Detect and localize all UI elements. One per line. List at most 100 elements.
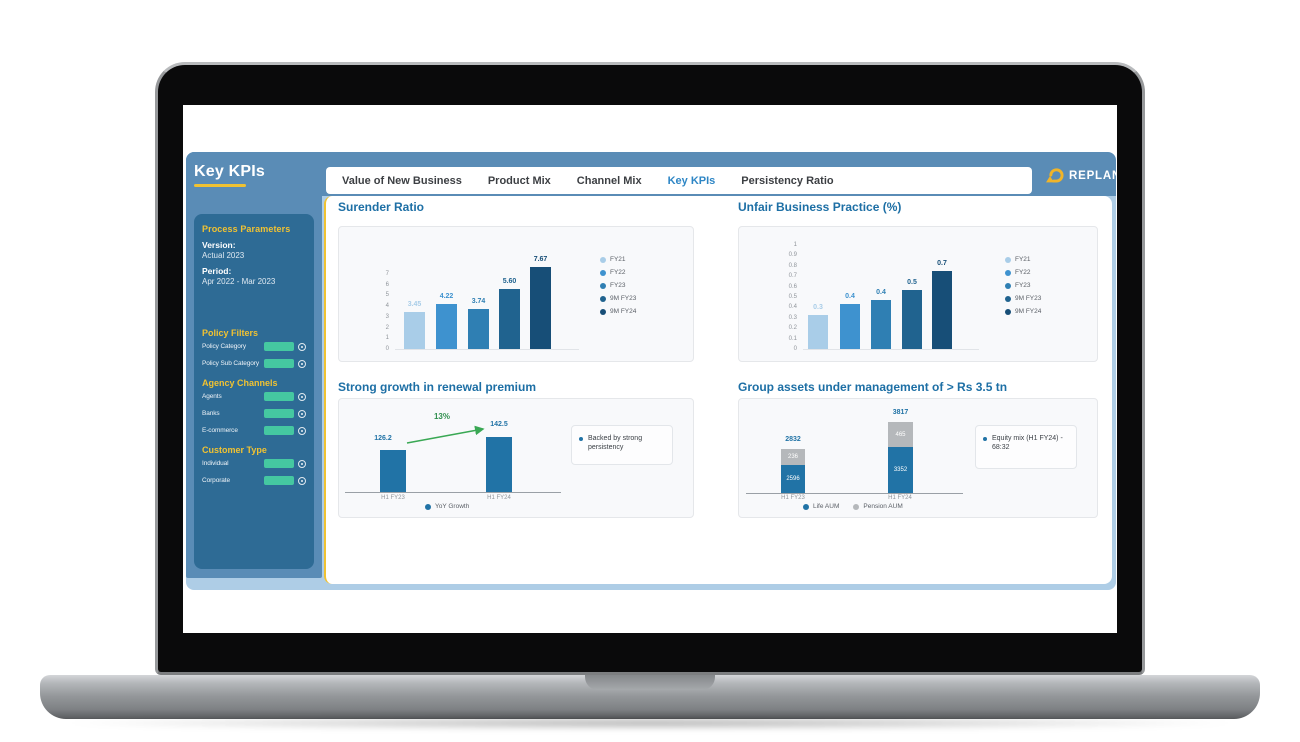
bar[interactable]: [468, 309, 489, 349]
bar[interactable]: [840, 304, 860, 349]
x-axis-line: [803, 349, 979, 350]
main-content-panel: Surender Ratio 7 6 5 4 3 2 1 0 3.45 4.22 3.74 5.60 7…: [324, 196, 1112, 584]
legend-item[interactable]: FY23: [600, 282, 626, 289]
legend-item[interactable]: FY22: [1005, 269, 1031, 276]
policy-filters-heading: Policy Filters: [202, 328, 259, 338]
legend-item[interactable]: 9M FY23: [600, 295, 636, 302]
legend-item[interactable]: FY21: [1005, 256, 1031, 263]
bar-segment-life-aum[interactable]: 2596: [781, 465, 805, 493]
callout-box: Backed by strong persistency: [571, 425, 673, 465]
bar[interactable]: [530, 267, 551, 349]
filter-row-corporate: Corporate: [202, 472, 306, 489]
y-tick-label: 0.2: [788, 325, 797, 332]
legend-dot: [1005, 308, 1011, 315]
y-tick-label: 5: [385, 292, 389, 299]
y-tick-label: 0.4: [788, 304, 797, 311]
replan-logo-icon: [1044, 166, 1064, 185]
legend-dot: [600, 308, 606, 315]
legend-item[interactable]: YoY Growth: [425, 503, 469, 510]
y-tick-label: 0.1: [788, 335, 797, 342]
nav-item-product-mix[interactable]: Product Mix: [487, 174, 551, 187]
bar-value-label: 0.4: [876, 289, 886, 296]
bar[interactable]: [932, 271, 952, 349]
filter-row-agents: Agents: [202, 388, 306, 405]
filter-label: Policy Sub Category: [202, 360, 259, 367]
filter-slider[interactable]: [264, 359, 294, 368]
agency-channels-heading: Agency Channels: [202, 378, 278, 388]
filter-slider[interactable]: [264, 409, 294, 418]
bar-segment-life-aum[interactable]: 3352: [888, 447, 913, 493]
surrender-ratio-title: Surender Ratio: [338, 200, 425, 214]
filter-row-policy-category: Policy Category: [202, 338, 306, 355]
reset-icon[interactable]: [298, 426, 306, 435]
filter-slider[interactable]: [264, 459, 294, 468]
y-tick-label: 1: [793, 242, 797, 248]
callout-bullet: [983, 437, 987, 441]
legend-item[interactable]: Pension AUM: [853, 503, 903, 510]
nav-item-value-of-new-business[interactable]: Value of New Business: [342, 174, 462, 187]
nav-item-persistency-ratio[interactable]: Persistency Ratio: [741, 174, 834, 187]
bar-value-label: 0.3: [813, 304, 823, 311]
nav-item-channel-mix[interactable]: Channel Mix: [576, 174, 642, 187]
page-title: Key KPIs: [194, 163, 265, 187]
bar[interactable]: [871, 300, 891, 349]
y-tick-label: 0.3: [788, 314, 797, 321]
legend-label: FY21: [1015, 256, 1031, 263]
title-underline: [194, 184, 246, 187]
bar[interactable]: [436, 304, 457, 349]
reset-icon[interactable]: [298, 342, 306, 351]
y-tick-label: 0.9: [788, 252, 797, 259]
unfair-business-practice-title: Unfair Business Practice (%): [738, 200, 902, 214]
filter-slider[interactable]: [264, 426, 294, 435]
legend-item[interactable]: FY23: [1005, 282, 1031, 289]
legend-item[interactable]: FY22: [600, 269, 626, 276]
filter-slider[interactable]: [264, 342, 294, 351]
bar[interactable]: [808, 315, 828, 349]
x-tick-label: H1 FY24: [487, 495, 511, 501]
legend-dot: [1005, 282, 1011, 289]
filter-slider[interactable]: [264, 392, 294, 401]
brand-name: REPLAN: [1069, 169, 1116, 182]
bar[interactable]: [404, 312, 425, 349]
legend-item[interactable]: FY21: [600, 256, 626, 263]
reset-icon[interactable]: [298, 476, 306, 485]
bar-segment-pension-aum[interactable]: 236: [781, 449, 805, 465]
bar-value-label: 0.5: [907, 279, 917, 286]
reset-icon[interactable]: [298, 409, 306, 418]
bar-total-label: 2832: [785, 436, 801, 443]
reset-icon[interactable]: [298, 392, 306, 401]
bar[interactable]: [499, 289, 520, 349]
bar-segment-pension-aum[interactable]: 465: [888, 422, 913, 447]
y-tick-label: 0: [793, 346, 797, 352]
legend-item[interactable]: 9M FY24: [600, 308, 636, 315]
reset-icon[interactable]: [298, 359, 306, 368]
nav-item-key-kpis[interactable]: Key KPIs: [667, 174, 716, 187]
legend-dot: [600, 256, 606, 263]
bar[interactable]: [902, 290, 922, 349]
top-navbar: Value of New Business Product Mix Channe…: [326, 167, 1032, 194]
chart-legend: Life AUM Pension AUM: [803, 503, 903, 510]
customer-type-heading: Customer Type: [202, 445, 267, 455]
group-assets-chart: 2596 236 2832 H1 FY23 3352 465 3817 H1 FY24 Life…: [738, 398, 1098, 518]
callout-text: Backed by strong persistency: [588, 435, 643, 452]
x-tick-label: H1 FY23: [381, 495, 405, 501]
callout-text: Equity mix (H1 FY24) - 68:32: [992, 435, 1063, 452]
reset-icon[interactable]: [298, 459, 306, 468]
legend-dot: [600, 269, 606, 276]
y-tick-label: 0.5: [788, 294, 797, 300]
legend-label: FY23: [610, 282, 626, 289]
legend-label: FY22: [1015, 269, 1031, 276]
y-tick-label: 0: [385, 346, 389, 352]
bar-value-label: 5.60: [502, 278, 517, 285]
legend-item[interactable]: Life AUM: [803, 503, 839, 510]
legend-item[interactable]: 9M FY23: [1005, 295, 1041, 302]
legend-dot: [600, 295, 606, 302]
filter-slider[interactable]: [264, 476, 294, 485]
legend-item[interactable]: 9M FY24: [1005, 308, 1041, 315]
bar-value-label: 3.45: [407, 301, 422, 308]
y-tick-label: 0.8: [788, 262, 797, 269]
bar[interactable]: [486, 437, 512, 492]
bar[interactable]: [380, 450, 406, 492]
y-tick-label: 6: [385, 281, 389, 288]
growth-percent-label: 13%: [433, 412, 450, 421]
